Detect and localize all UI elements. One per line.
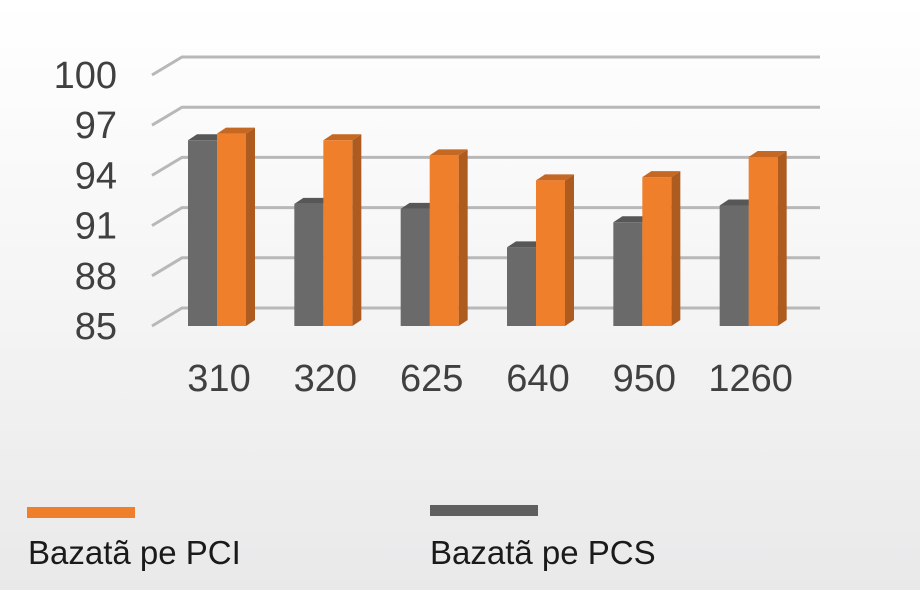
bar [323,134,362,326]
bar [536,174,574,326]
bar-top [613,216,652,223]
y-tick-label: 85 [75,306,117,348]
legend-swatch-pci [27,507,135,518]
bar-front [294,203,324,326]
bar-front [217,133,246,326]
bars: 310 320 625 640 950 1260 [187,127,793,400]
bar-top [217,127,255,134]
y-tick-label: 91 [75,206,117,248]
bar-top [429,149,468,156]
y-tick-label: 88 [75,256,117,298]
bar [642,171,681,326]
legend-label-pci: Bazatã pe PCI [28,534,241,571]
y-tick-label: 100 [54,55,117,97]
x-tick-label: 640 [506,358,569,400]
bar-front [613,222,643,326]
bar-front [719,205,749,326]
bar-front [323,140,353,326]
bar-front [429,155,459,326]
x-tick-label: 950 [613,358,676,400]
bar-top [323,134,362,141]
bar-front [536,180,565,326]
bar-side [458,149,468,326]
bar-top [400,202,439,209]
bar [217,127,255,326]
bar [748,150,787,326]
bar-top [748,150,787,157]
bar-front [188,140,217,326]
gridlines: 85 88 91 94 97 100 [54,55,820,348]
bar-top [294,197,333,204]
bar-side [777,150,787,326]
x-tick-label: 320 [294,358,357,400]
y-tick-label: 94 [75,155,117,197]
bar-top [536,174,574,181]
gridline [151,155,820,177]
bar-front [642,177,672,326]
bar-top [507,241,545,248]
gridline [151,206,820,227]
bar-front [400,208,430,326]
gridline [151,55,820,77]
bar-side [352,134,362,326]
x-tick-label: 310 [187,358,250,400]
bar-front [748,156,778,326]
bar-side [671,171,681,326]
legend-swatch-pcs [430,505,538,516]
legend-label-pcs: Bazatã pe PCS [430,534,656,571]
bar-top [642,171,681,178]
bar-top [188,134,226,141]
bar-side [565,174,574,326]
y-tick-label: 97 [75,105,117,147]
gridline [151,105,820,127]
x-tick-label: 1260 [708,358,793,400]
bar-front [507,247,536,326]
bar [429,149,468,326]
x-tick-label: 625 [400,358,463,400]
gridline [151,256,820,278]
bar-side [246,127,255,326]
bar-top [719,199,758,206]
gridline [151,306,820,328]
